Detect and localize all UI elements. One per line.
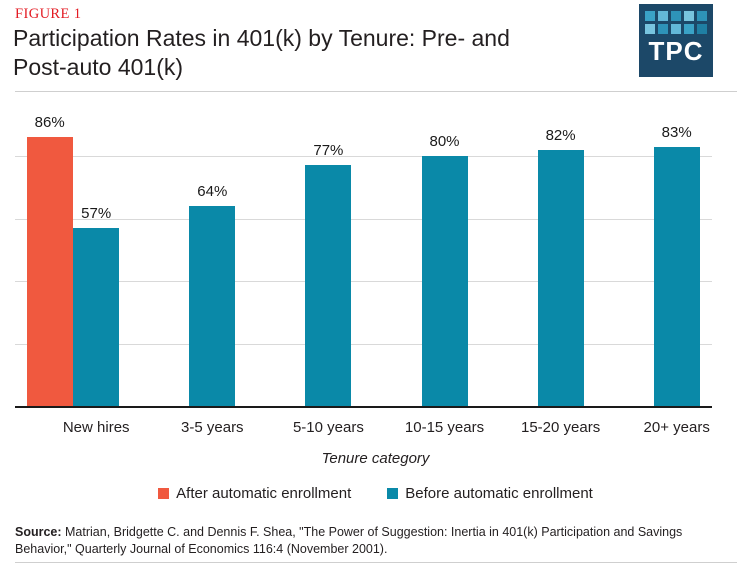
gridline-40pct — [15, 281, 712, 282]
logo-square-icon — [684, 11, 694, 21]
legend-swatch-icon — [158, 488, 170, 499]
x-axis-title: Tenure category — [321, 450, 430, 467]
value-label: 77% — [313, 142, 344, 160]
figure-label: FIGURE 1 — [15, 6, 82, 22]
gridline-60pct — [15, 218, 712, 220]
legend-label: After automatic enrollment — [176, 485, 352, 502]
page-title-line-1: Participation Rates in 401(k) by Tenure:… — [13, 25, 510, 51]
footer-divider — [15, 562, 737, 563]
tpc-logo-text: TPC — [648, 36, 704, 66]
logo-square-icon — [671, 24, 681, 34]
source-label: Source: — [15, 525, 62, 539]
bar-after-new-hires — [26, 137, 73, 406]
value-label: 86% — [34, 114, 65, 132]
legend-item-0: After automatic enrollment — [158, 485, 351, 502]
source-text: Matrian, Bridgette C. and Dennis F. Shea… — [15, 525, 683, 556]
x-axis-label: 20+ years — [643, 419, 710, 436]
tpc-logo: TPC — [639, 4, 713, 77]
bar-before-5-10-years — [305, 165, 352, 406]
x-axis-label: 10-15 years — [404, 419, 485, 436]
x-axis-label: 5-10 years — [292, 419, 364, 436]
gridline-20pct — [15, 343, 712, 345]
x-axis-label: 15-20 years — [520, 419, 601, 436]
logo-square-icon — [697, 11, 707, 21]
value-label: 64% — [197, 183, 228, 200]
value-label: 83% — [661, 123, 692, 141]
x-axis-label: 3-5 years — [181, 419, 244, 436]
logo-square-icon — [658, 24, 668, 34]
gridline-80pct — [15, 156, 712, 157]
tpc-logo-grid-icon — [645, 11, 707, 34]
value-label: 82% — [545, 126, 576, 144]
legend-swatch-icon — [387, 488, 399, 499]
logo-square-icon — [658, 11, 668, 21]
bar-before-new-hires — [73, 227, 120, 406]
logo-square-icon — [671, 11, 681, 21]
legend-label: Before automatic enrollment — [405, 485, 593, 502]
logo-square-icon — [684, 24, 694, 34]
x-axis-line — [15, 406, 712, 408]
logo-square-icon — [697, 24, 707, 34]
bar-before-10-15-years — [421, 156, 468, 406]
chart-legend: After automatic enrollment Before automat… — [0, 485, 751, 502]
value-label: 80% — [429, 133, 460, 150]
bar-before-20-years — [653, 146, 700, 406]
page-title-line-2: Post-auto 401(k) — [13, 54, 184, 81]
header-divider — [15, 91, 737, 92]
source-note: Source: Matrian, Bridgette C. and Dennis… — [15, 524, 737, 558]
x-axis-label: New hires — [62, 419, 130, 436]
logo-square-icon — [645, 11, 655, 21]
logo-square-icon — [645, 24, 655, 34]
page-title: Participation Rates in 401(k) by Tenure:… — [13, 24, 510, 83]
legend-item-1: Before automatic enrollment — [387, 485, 593, 502]
bar-before-3-5-years — [189, 206, 236, 406]
value-label: 57% — [81, 204, 112, 222]
bar-before-15-20-years — [537, 149, 584, 406]
